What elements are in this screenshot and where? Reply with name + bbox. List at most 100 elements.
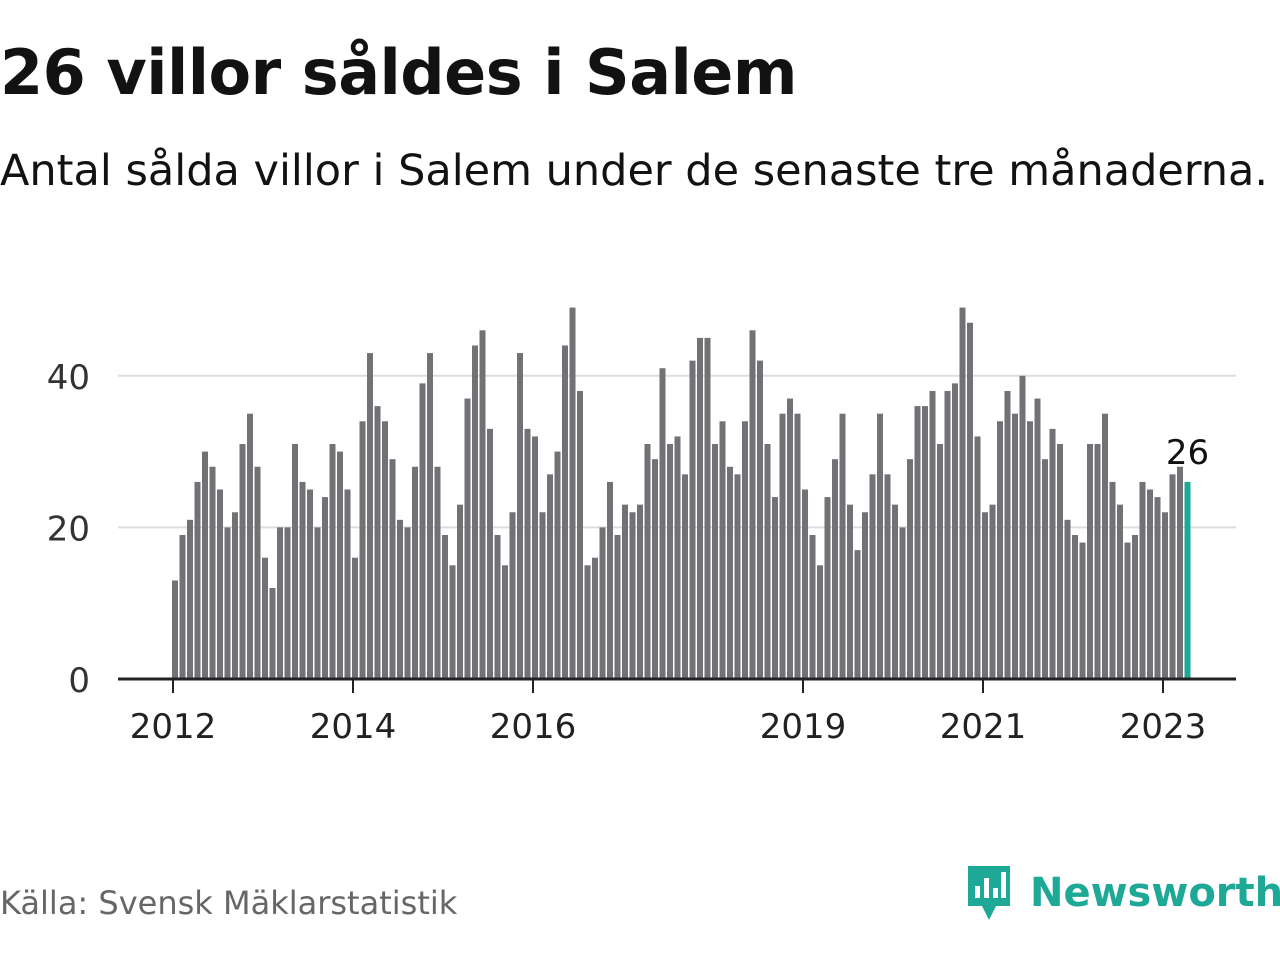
x-tick-label: 2014 xyxy=(310,707,397,747)
y-tick-label: 20 xyxy=(47,509,90,549)
bar xyxy=(307,489,313,679)
bar xyxy=(404,527,411,679)
bar xyxy=(434,466,441,679)
bar xyxy=(982,512,988,679)
bar xyxy=(607,481,613,679)
bar xyxy=(187,519,193,679)
bar xyxy=(209,466,216,679)
bar xyxy=(1064,519,1071,679)
bar xyxy=(359,421,366,679)
bar xyxy=(202,451,208,679)
bar xyxy=(757,360,763,679)
bar xyxy=(899,527,906,679)
bar xyxy=(397,519,403,679)
bar xyxy=(794,413,801,679)
bar xyxy=(997,421,1003,679)
bar xyxy=(944,390,951,679)
bar xyxy=(929,390,936,679)
bar xyxy=(1117,504,1123,679)
highlight-value-label: 26 xyxy=(1166,433,1209,473)
bar xyxy=(569,307,576,679)
bar xyxy=(1154,497,1161,679)
bar xyxy=(1004,390,1011,679)
labels: 0 20 40 2012 2014 2016 2019 2021 2023 26 xyxy=(47,358,1209,747)
bar xyxy=(262,557,268,679)
bar xyxy=(284,527,291,679)
bar xyxy=(1049,428,1056,679)
bar xyxy=(464,398,471,679)
bar xyxy=(1102,413,1108,679)
bar xyxy=(884,474,891,679)
axes xyxy=(118,677,1236,693)
bar xyxy=(344,489,351,679)
bar xyxy=(922,406,928,679)
bar xyxy=(869,474,876,679)
bar xyxy=(727,466,733,679)
bar xyxy=(382,421,388,679)
bars xyxy=(172,307,1191,679)
bar xyxy=(412,466,418,679)
bar xyxy=(817,565,823,679)
bar xyxy=(329,444,336,679)
brand-name: Newsworthy xyxy=(1030,870,1280,916)
bar xyxy=(299,481,306,679)
bar xyxy=(937,444,943,679)
bar xyxy=(644,444,651,679)
bar xyxy=(1147,489,1153,679)
bar xyxy=(622,504,628,679)
bar xyxy=(1079,542,1086,679)
bar xyxy=(389,459,396,679)
bar xyxy=(577,390,583,679)
bar-chart: 0 20 40 2012 2014 2016 2019 2021 2023 26 xyxy=(47,307,1236,747)
x-tick-label: 2019 xyxy=(760,707,847,747)
bar xyxy=(839,413,846,679)
bar xyxy=(1027,421,1033,679)
bar xyxy=(239,444,246,679)
bar xyxy=(967,322,973,679)
bar xyxy=(892,504,898,679)
bar xyxy=(532,436,538,679)
bar xyxy=(524,428,531,679)
bar xyxy=(599,527,606,679)
bar xyxy=(952,383,958,679)
bar xyxy=(1139,481,1146,679)
bar xyxy=(914,406,921,679)
x-tick-label: 2016 xyxy=(490,707,577,747)
bar xyxy=(374,406,381,679)
bar xyxy=(487,428,493,679)
bar xyxy=(614,534,621,679)
bar xyxy=(494,534,501,679)
bar xyxy=(1072,534,1078,679)
bar xyxy=(802,489,808,679)
bar xyxy=(442,534,448,679)
bar xyxy=(509,512,516,679)
bar xyxy=(974,436,981,679)
bar xyxy=(907,459,913,679)
bar xyxy=(682,474,688,679)
bar xyxy=(667,444,673,679)
bar xyxy=(734,474,741,679)
bar xyxy=(697,337,703,679)
bar xyxy=(824,497,831,679)
bar xyxy=(772,497,778,679)
bar xyxy=(1132,534,1138,679)
brand-logo: Newsworthy xyxy=(964,862,1280,924)
source-note: Källa: Svensk Mäklarstatistik xyxy=(0,884,458,922)
bar xyxy=(719,421,726,679)
bar xyxy=(457,504,463,679)
x-tick-label: 2021 xyxy=(940,707,1027,747)
y-tick-label: 0 xyxy=(68,661,90,701)
bar xyxy=(1012,413,1018,679)
bar xyxy=(1042,459,1048,679)
bar xyxy=(232,512,238,679)
bar xyxy=(277,527,283,679)
bar xyxy=(637,504,643,679)
bar xyxy=(1124,542,1131,679)
bar xyxy=(547,474,553,679)
bar xyxy=(292,444,298,679)
bar xyxy=(629,512,636,679)
bar xyxy=(224,527,231,679)
newsworthy-logo-icon xyxy=(968,866,1010,920)
bar xyxy=(847,504,853,679)
bar xyxy=(689,360,696,679)
